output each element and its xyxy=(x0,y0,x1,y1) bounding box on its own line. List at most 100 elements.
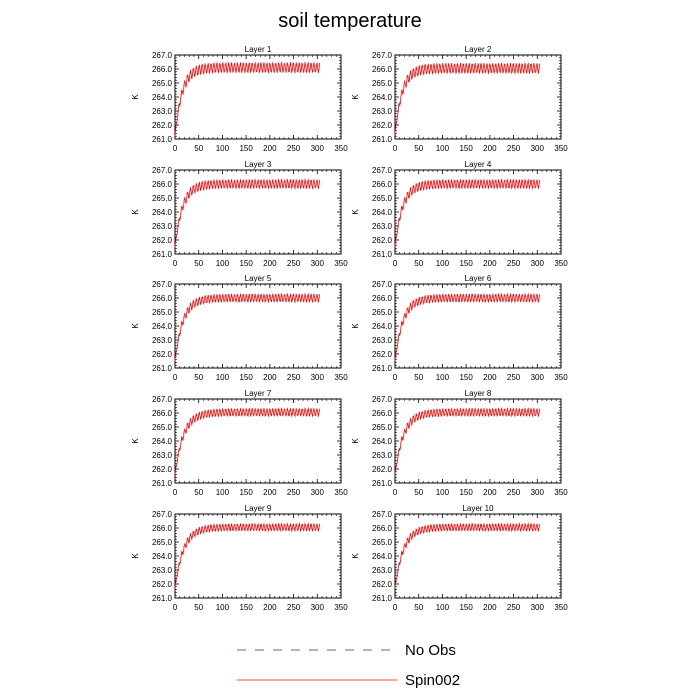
panel-layer-4: Layer 4 K 0 50 100 150 200 250 300 350 261.0 262.0 2… xyxy=(351,160,568,268)
y-axis-label: K xyxy=(351,94,360,100)
x-tick-label: 350 xyxy=(334,373,348,382)
y-tick-label: 265.0 xyxy=(152,423,173,432)
x-tick-label: 300 xyxy=(311,603,325,612)
x-tick-label: 250 xyxy=(287,603,301,612)
y-tick-label: 266.0 xyxy=(152,65,173,74)
series-line-spin002 xyxy=(394,178,541,248)
panel-layer-5: Layer 5 K 0 50 100 150 200 250 300 350 261.0 262.0 2… xyxy=(131,274,348,382)
y-axis-label: K xyxy=(351,323,360,329)
y-tick-label: 263.0 xyxy=(372,222,393,231)
y-tick-label: 262.0 xyxy=(152,580,173,589)
panel-layer-10: Layer 10 K 0 50 100 150 200 250 300 350 261.0 262.0… xyxy=(351,504,568,612)
x-tick-label: 200 xyxy=(483,488,497,497)
legend: No Obs Spin002 xyxy=(237,642,460,689)
panel-title: Layer 8 xyxy=(465,389,492,398)
x-tick-label: 0 xyxy=(393,373,398,382)
x-tick-label: 200 xyxy=(263,144,277,153)
panel-layer-1: Layer 1 K 0 50 100 150 200 250 300 350 261.0 262.0 2… xyxy=(131,45,348,153)
y-tick-label: 262.0 xyxy=(372,465,393,474)
y-tick-label: 265.0 xyxy=(372,79,393,88)
x-tick-label: 350 xyxy=(554,259,568,268)
y-tick-label: 262.0 xyxy=(152,350,173,359)
x-tick-label: 50 xyxy=(414,488,423,497)
panel-title: Layer 6 xyxy=(465,274,492,283)
x-tick-label: 50 xyxy=(194,373,203,382)
y-axis-label: K xyxy=(351,438,360,444)
x-tick-label: 0 xyxy=(393,259,398,268)
y-tick-label: 266.0 xyxy=(372,294,393,303)
panel-title: Layer 2 xyxy=(465,45,492,54)
y-tick-label: 264.0 xyxy=(372,437,393,446)
y-tick-label: 262.0 xyxy=(372,580,393,589)
y-tick-label: 265.0 xyxy=(152,79,173,88)
y-tick-label: 267.0 xyxy=(152,166,173,175)
y-tick-label: 264.0 xyxy=(372,552,393,561)
y-tick-label: 267.0 xyxy=(372,395,393,404)
legend-label-no-obs: No Obs xyxy=(405,642,456,659)
y-tick-label: 264.0 xyxy=(152,322,173,331)
x-tick-label: 150 xyxy=(239,603,253,612)
y-tick-label: 264.0 xyxy=(152,93,173,102)
y-tick-label: 261.0 xyxy=(152,479,173,488)
y-tick-label: 266.0 xyxy=(152,180,173,189)
y-tick-label: 267.0 xyxy=(372,51,393,60)
y-tick-label: 261.0 xyxy=(152,135,173,144)
x-tick-label: 300 xyxy=(311,144,325,153)
x-tick-label: 100 xyxy=(436,488,450,497)
panel-layer-8: Layer 8 K 0 50 100 150 200 250 300 350 261.0 262.0 2… xyxy=(351,389,568,497)
x-tick-label: 100 xyxy=(216,603,230,612)
y-tick-label: 263.0 xyxy=(372,566,393,575)
y-tick-label: 263.0 xyxy=(372,336,393,345)
panel-title: Layer 4 xyxy=(465,160,492,169)
x-tick-label: 50 xyxy=(414,373,423,382)
y-tick-label: 261.0 xyxy=(372,479,393,488)
x-tick-label: 300 xyxy=(531,373,545,382)
y-tick-label: 266.0 xyxy=(152,294,173,303)
x-tick-label: 100 xyxy=(216,259,230,268)
y-tick-label: 262.0 xyxy=(152,236,173,245)
y-axis-label: K xyxy=(131,438,140,444)
x-tick-label: 50 xyxy=(194,259,203,268)
x-tick-label: 100 xyxy=(216,144,230,153)
x-tick-label: 150 xyxy=(239,144,253,153)
legend-label-spin002: Spin002 xyxy=(405,672,460,689)
x-tick-label: 200 xyxy=(483,259,497,268)
x-tick-label: 150 xyxy=(459,144,473,153)
series-line-spin002 xyxy=(394,292,541,362)
panel-layer-2: Layer 2 K 0 50 100 150 200 250 300 350 261.0 262.0 2… xyxy=(351,45,568,153)
y-tick-label: 265.0 xyxy=(372,423,393,432)
panel-grid: Layer 1 K 0 50 100 150 200 250 300 350 261.0 262.0 2… xyxy=(131,45,568,612)
panel-layer-7: Layer 7 K 0 50 100 150 200 250 300 350 261.0 262.0 2… xyxy=(131,389,348,497)
panel-layer-9: Layer 9 K 0 50 100 150 200 250 300 350 261.0 262.0 2… xyxy=(131,504,348,612)
y-tick-label: 261.0 xyxy=(372,135,393,144)
y-axis-label: K xyxy=(351,209,360,215)
y-tick-label: 263.0 xyxy=(152,107,173,116)
x-tick-label: 300 xyxy=(311,373,325,382)
x-tick-label: 150 xyxy=(459,603,473,612)
x-tick-label: 0 xyxy=(173,259,178,268)
x-tick-label: 150 xyxy=(459,373,473,382)
y-axis-label: K xyxy=(131,553,140,559)
y-tick-label: 265.0 xyxy=(152,194,173,203)
series-line-spin002 xyxy=(394,62,541,135)
x-tick-label: 350 xyxy=(334,144,348,153)
x-tick-label: 100 xyxy=(436,373,450,382)
y-tick-label: 263.0 xyxy=(152,336,173,345)
x-tick-label: 0 xyxy=(393,144,398,153)
x-tick-label: 250 xyxy=(287,373,301,382)
x-tick-label: 200 xyxy=(263,259,277,268)
x-tick-label: 250 xyxy=(287,488,301,497)
y-tick-label: 266.0 xyxy=(152,409,173,418)
x-tick-label: 150 xyxy=(239,488,253,497)
x-tick-label: 150 xyxy=(239,259,253,268)
x-tick-label: 250 xyxy=(507,144,521,153)
x-tick-label: 0 xyxy=(393,488,398,497)
x-tick-label: 50 xyxy=(414,603,423,612)
y-tick-label: 267.0 xyxy=(372,166,393,175)
y-tick-label: 264.0 xyxy=(372,93,393,102)
panel-title: Layer 10 xyxy=(462,504,494,513)
y-tick-label: 267.0 xyxy=(152,395,173,404)
x-tick-label: 100 xyxy=(216,488,230,497)
x-tick-label: 200 xyxy=(263,603,277,612)
